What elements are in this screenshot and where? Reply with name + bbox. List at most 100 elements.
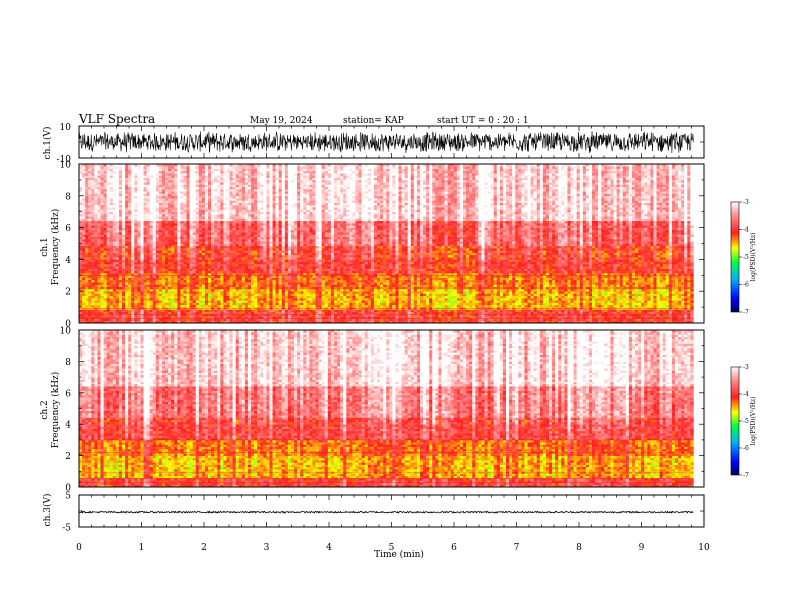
spectrogram-cell <box>417 305 420 308</box>
spectrogram-cell <box>475 275 478 278</box>
spectrogram-cell <box>518 271 521 274</box>
spectrogram-cell <box>392 300 395 303</box>
spectrogram-cell <box>104 278 107 281</box>
spectrogram-cell <box>85 275 88 278</box>
spectrogram-cell <box>91 303 94 306</box>
spectrogram-cell <box>626 312 629 315</box>
spectrogram-cell <box>88 300 91 303</box>
spectrogram-cell <box>257 289 260 292</box>
spectrogram-cell <box>614 282 617 285</box>
spectrogram-cell <box>561 303 564 306</box>
spectrogram-cell <box>331 305 334 308</box>
spectrogram-cell <box>368 282 371 285</box>
spectrogram-cell <box>454 291 457 294</box>
spectrogram-cell <box>374 278 377 281</box>
spectrogram-cell <box>558 318 561 321</box>
spectrogram-cell <box>681 318 684 321</box>
spectrogram-cell <box>552 307 555 310</box>
spectrogram-cell <box>257 305 260 308</box>
spectrogram-cell <box>359 300 362 303</box>
spectrogram-cell <box>617 303 620 306</box>
spectrogram-cell <box>657 318 660 321</box>
spectrogram-cell <box>475 309 478 312</box>
spectrogram-cell <box>503 298 506 301</box>
spectrogram-cell <box>101 284 104 287</box>
spectrogram-cell <box>632 312 635 315</box>
spectrogram-cell <box>174 309 177 312</box>
spectrogram-cell <box>300 282 303 285</box>
spectrogram-cell <box>340 289 343 292</box>
spectrogram-cell <box>414 271 417 274</box>
spectrogram-cell <box>107 275 110 278</box>
spectrogram-cell <box>91 291 94 294</box>
spectrogram-cell <box>208 280 211 283</box>
spectrogram-cell <box>454 289 457 292</box>
spectrogram-cell <box>190 305 193 308</box>
spectrogram-cell <box>690 271 693 274</box>
spectrogram-cell <box>352 305 355 308</box>
spectrogram-cell <box>159 282 162 285</box>
spectrogram-cell <box>509 280 512 283</box>
spectrogram-cell <box>398 309 401 312</box>
spectrogram-cell <box>337 318 340 321</box>
spectrogram-cell <box>531 280 534 283</box>
spectrogram-cell <box>687 296 690 299</box>
spectrogram-cell <box>383 284 386 287</box>
spectrogram-cell <box>432 289 435 292</box>
spectrogram-cell <box>475 300 478 303</box>
spectrogram-cell <box>306 296 309 299</box>
spectrogram-cell <box>429 275 432 278</box>
spectrogram-cell <box>494 282 497 285</box>
spectrogram-cell <box>285 284 288 287</box>
spectrogram-cell <box>592 291 595 294</box>
spectrogram-cell <box>196 307 199 310</box>
spectrogram-cell <box>279 305 282 308</box>
spectrogram-cell <box>355 303 358 306</box>
spectrogram-cell <box>346 275 349 278</box>
spectrogram-cell <box>331 280 334 283</box>
spectrogram-cell <box>669 300 672 303</box>
spectrogram-cell <box>125 300 128 303</box>
spectrogram-cell <box>371 291 374 294</box>
spectrogram-cell <box>666 318 669 321</box>
spectrogram-cell <box>586 300 589 303</box>
spectrogram-cell <box>663 296 666 299</box>
spectrogram-cell <box>291 291 294 294</box>
spectrogram-cell <box>177 303 180 306</box>
spectrogram-cell <box>147 280 150 283</box>
spectrogram-cell <box>174 312 177 315</box>
spectrogram-cell <box>420 291 423 294</box>
spectrogram-cell <box>610 298 613 301</box>
spectrogram-cell <box>426 300 429 303</box>
spectrogram-cell <box>131 303 134 306</box>
spectrogram-cell <box>248 309 251 312</box>
spectrogram-cell <box>457 280 460 283</box>
spectrogram-cell <box>377 271 380 274</box>
spectrogram-cell <box>119 318 122 321</box>
spectrogram-cell <box>251 296 254 299</box>
spectrogram-cell <box>291 268 294 271</box>
spectrogram-cell <box>294 284 297 287</box>
spectrogram-cell <box>168 298 171 301</box>
spectrogram-cell <box>629 289 632 292</box>
spectrogram-cell <box>460 298 463 301</box>
spectrogram-cell <box>171 278 174 281</box>
spectrogram-cell <box>365 291 368 294</box>
spectrogram-cell <box>408 307 411 310</box>
spectrogram-cell <box>273 303 276 306</box>
spectrogram-cell <box>632 318 635 321</box>
spectrogram-cell <box>340 305 343 308</box>
spectrogram-cell <box>260 278 263 281</box>
spectrogram-cell <box>85 271 88 274</box>
spectrogram-cell <box>233 303 236 306</box>
spectrogram-cell <box>85 291 88 294</box>
spectrogram-cell <box>94 268 97 271</box>
spectrogram-cell <box>549 300 552 303</box>
spectrogram-cell <box>371 271 374 274</box>
spectrogram-cell <box>217 309 220 312</box>
spectrogram-cell <box>537 289 540 292</box>
spectrogram-cell <box>546 275 549 278</box>
spectrogram-cell <box>438 303 441 306</box>
spectrogram-cell <box>101 293 104 296</box>
spectrogram-cell <box>257 318 260 321</box>
